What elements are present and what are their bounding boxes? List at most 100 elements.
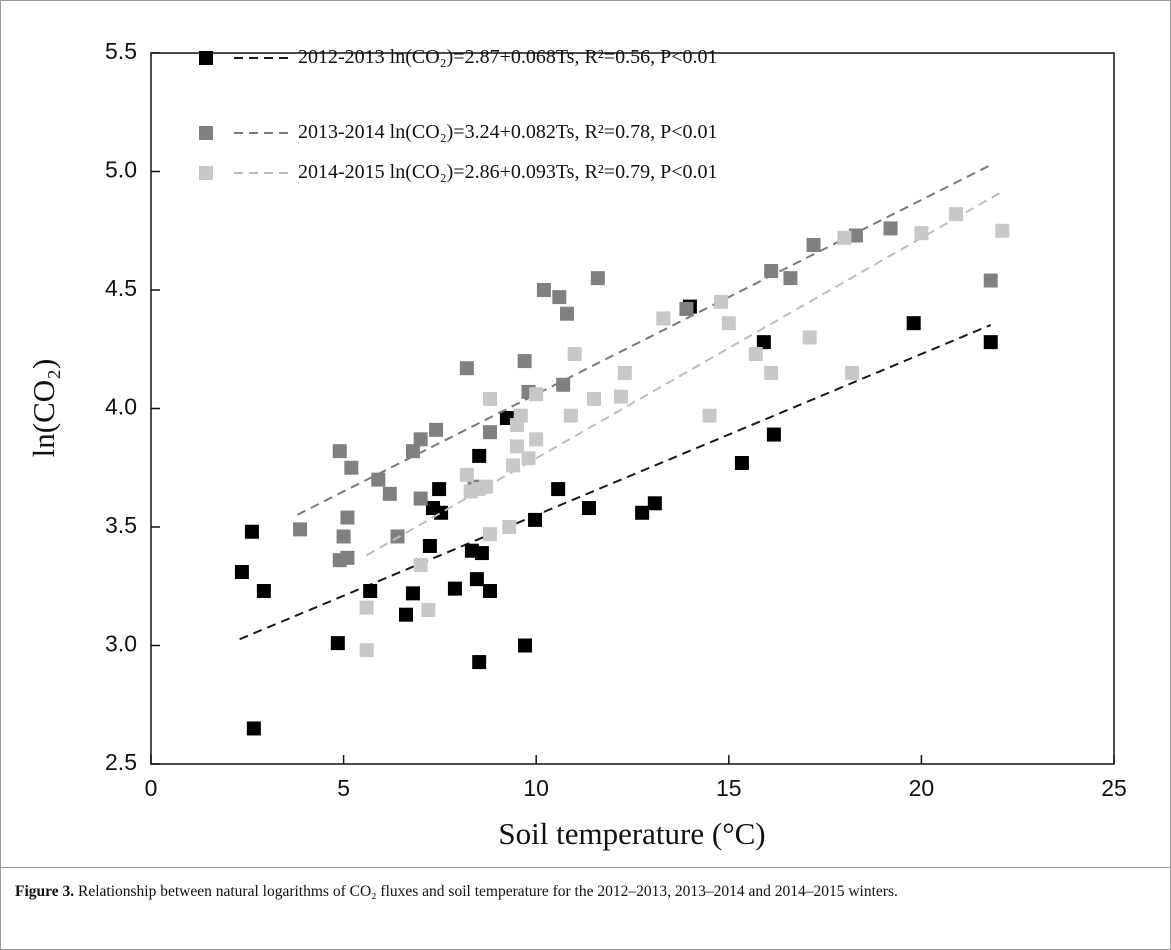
- point: [330, 636, 345, 651]
- y-tick-label: 4.0: [105, 394, 137, 420]
- point: [447, 581, 462, 596]
- point: [560, 306, 575, 321]
- point: [479, 479, 494, 494]
- y-tick-label: 5.5: [105, 38, 137, 64]
- point: [783, 271, 798, 286]
- x-axis-title: Soil temperature (°C): [498, 816, 765, 851]
- point: [482, 583, 497, 598]
- point: [517, 354, 532, 369]
- point: [482, 527, 497, 542]
- point: [914, 226, 929, 241]
- point: [552, 290, 567, 305]
- point: [883, 221, 898, 236]
- point: [995, 223, 1010, 238]
- point: [635, 505, 650, 520]
- legend-marker: [199, 126, 213, 140]
- point: [502, 520, 517, 534]
- x-tick-label: 15: [716, 775, 742, 801]
- point: [422, 538, 437, 553]
- x-tick-label: 25: [1101, 775, 1127, 801]
- legend-equation: ln(CO₂)=2.87+0.068Ts, R²=0.56, P<0.01: [390, 46, 718, 68]
- point: [399, 607, 414, 622]
- point: [432, 482, 447, 497]
- point: [949, 207, 964, 222]
- point: [244, 524, 259, 539]
- point: [748, 346, 763, 361]
- legend-label: 2014-2015 ln(CO₂)=2.86+0.093Ts, R²=0.79,…: [298, 161, 717, 183]
- caption: Figure 3. Relationship between natural l…: [15, 881, 1135, 903]
- point: [336, 529, 351, 544]
- legend-name: 2013-2014: [298, 121, 385, 143]
- x-tick-label: 10: [523, 775, 549, 801]
- legend-name: 2014-2015: [298, 161, 385, 183]
- point: [371, 472, 386, 487]
- point: [332, 444, 347, 459]
- legend-label: 2012-2013 ln(CO₂)=2.87+0.068Ts, R²=0.56,…: [298, 46, 717, 68]
- separator: [1, 867, 1170, 868]
- point: [581, 501, 596, 516]
- legend-marker: [199, 51, 213, 65]
- y-tick-label: 3.5: [105, 512, 137, 538]
- point: [474, 546, 489, 561]
- point: [429, 422, 444, 437]
- point: [482, 392, 497, 407]
- point: [528, 512, 543, 527]
- point: [413, 557, 428, 572]
- point: [363, 583, 378, 598]
- point: [234, 565, 249, 580]
- point: [848, 228, 863, 243]
- point: [802, 330, 817, 345]
- x-tick-label: 5: [337, 775, 350, 801]
- point: [521, 451, 536, 466]
- point: [702, 408, 717, 423]
- point: [586, 392, 601, 407]
- x-tick-label: 0: [145, 775, 158, 801]
- point: [509, 439, 524, 454]
- legend-label: 2013-2014 ln(CO₂)=3.24+0.082Ts, R²=0.78,…: [298, 121, 717, 143]
- point: [766, 427, 781, 442]
- point: [459, 361, 474, 376]
- legend-name: 2012-2013: [298, 46, 385, 68]
- point: [359, 643, 374, 658]
- point: [656, 311, 671, 326]
- point: [506, 458, 521, 473]
- point: [421, 602, 436, 617]
- point: [340, 550, 355, 565]
- point: [293, 522, 308, 537]
- point: [405, 586, 420, 601]
- point: [679, 301, 694, 316]
- point: [764, 264, 779, 279]
- point: [340, 510, 355, 525]
- point: [413, 432, 428, 447]
- point: [518, 638, 533, 653]
- legend-equation: ln(CO₂)=3.24+0.082Ts, R²=0.78, P<0.01: [390, 121, 718, 143]
- point: [405, 444, 420, 459]
- x-tick-label: 20: [909, 775, 935, 801]
- point: [617, 365, 632, 380]
- point: [472, 448, 487, 463]
- fit-line: [296, 164, 992, 516]
- point: [556, 377, 571, 392]
- point: [536, 283, 551, 297]
- point: [734, 456, 749, 471]
- y-tick-label: 5.0: [105, 157, 137, 183]
- point: [837, 230, 852, 245]
- point: [756, 335, 771, 350]
- point: [472, 655, 487, 670]
- point: [764, 365, 779, 380]
- point: [845, 365, 860, 380]
- point: [529, 387, 544, 402]
- point: [482, 425, 497, 440]
- point: [513, 408, 528, 423]
- y-axis-title: ln(CO₂): [26, 359, 61, 458]
- caption-label: Figure 3.: [15, 883, 75, 900]
- point: [344, 460, 359, 475]
- y-tick-label: 2.5: [105, 749, 137, 775]
- legend-marker: [199, 166, 213, 180]
- point: [256, 583, 271, 598]
- point: [806, 237, 821, 252]
- point: [647, 496, 662, 511]
- point: [714, 294, 729, 309]
- y-tick-label: 3.0: [105, 631, 137, 657]
